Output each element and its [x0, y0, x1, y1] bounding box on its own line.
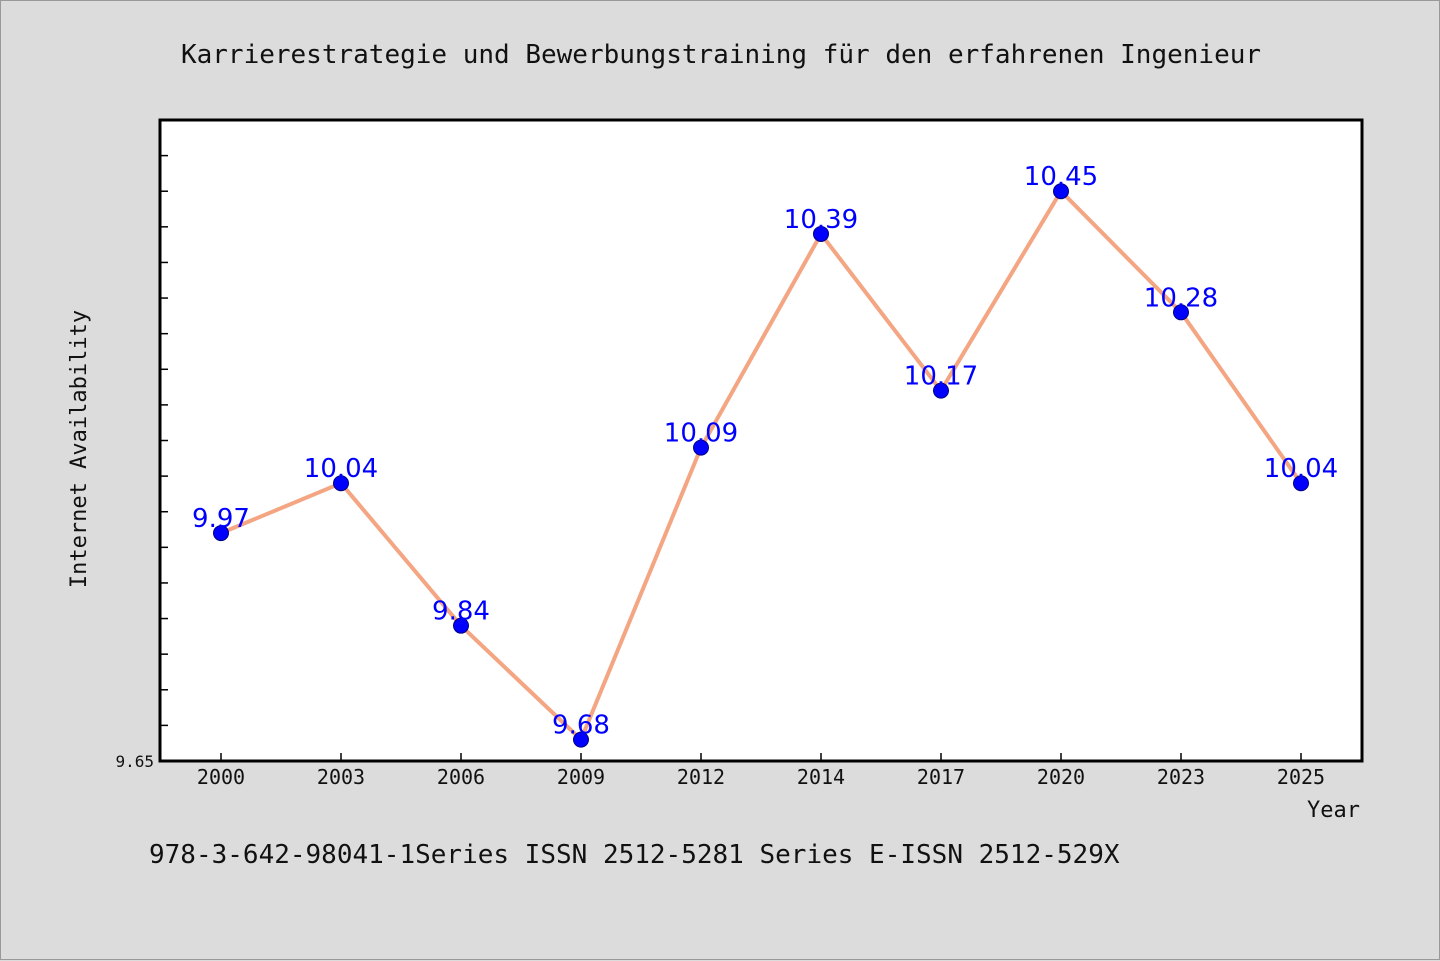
data-point-label: 9.84	[432, 597, 490, 627]
y-axis-ticks	[160, 119, 168, 762]
data-point-label: 10.45	[1024, 162, 1098, 192]
y-axis-label: Internet Availability	[67, 310, 92, 588]
x-axis-tick-labels: 2000 2003 2006 2009 2012 2014 2017 2020 2023 2025	[197, 765, 1325, 789]
x-tick-label: 2000	[197, 765, 245, 789]
data-point-marker	[453, 617, 469, 634]
data-point-label: 10.04	[304, 454, 378, 484]
x-tick-label: 2003	[317, 765, 365, 789]
data-point-marker	[693, 439, 709, 456]
data-labels: 9.97 10.04 9.84 9.68 10.09 10.39 10.17 10.45 10.…	[192, 162, 1338, 740]
x-tick-label: 2025	[1277, 765, 1325, 789]
series-line	[219, 189, 1303, 742]
data-point-marker	[933, 382, 949, 399]
data-markers	[213, 183, 1309, 748]
data-point-marker	[1293, 475, 1309, 492]
plot-area	[158, 118, 1364, 763]
x-tick-label: 2023	[1157, 765, 1205, 789]
data-point-label: 10.17	[904, 362, 978, 392]
data-point-marker	[573, 731, 589, 748]
data-point-marker	[1173, 304, 1189, 321]
data-point-label: 9.68	[552, 711, 610, 741]
data-point-label: 9.97	[192, 504, 250, 534]
x-axis-ticks	[220, 753, 1302, 761]
x-tick-label: 2020	[1037, 765, 1085, 789]
y-tick-label: 9.65	[115, 752, 154, 771]
data-point-marker	[1053, 183, 1069, 200]
data-point-label: 10.04	[1264, 454, 1338, 484]
data-point-marker	[333, 475, 349, 492]
x-tick-label: 2014	[797, 765, 845, 789]
x-tick-label: 2006	[437, 765, 485, 789]
data-point-label: 10.28	[1144, 283, 1218, 313]
data-point-marker	[813, 225, 829, 242]
x-tick-label: 2017	[917, 765, 965, 789]
x-axis-label: Year	[1307, 798, 1360, 823]
data-point-label: 10.09	[664, 419, 738, 449]
data-point-marker	[213, 525, 229, 542]
x-tick-label: 2009	[557, 765, 605, 789]
footer-text: 978-3-642-98041-1Series ISSN 2512-5281 S…	[149, 840, 1120, 870]
x-tick-label: 2012	[677, 765, 725, 789]
data-point-label: 10.39	[784, 205, 858, 235]
chart-title: Karrierestrategie und Bewerbungstraining…	[181, 40, 1261, 70]
